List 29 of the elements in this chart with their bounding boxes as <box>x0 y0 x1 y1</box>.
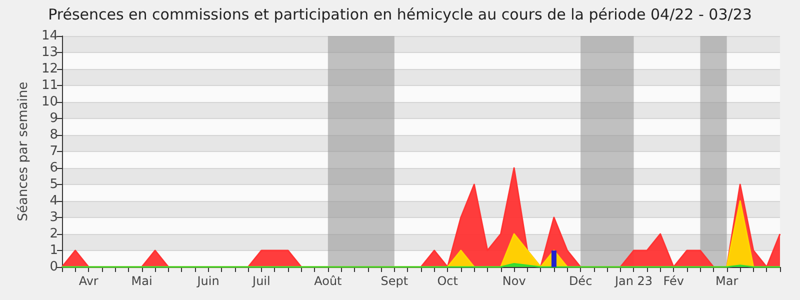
x-tick-label: Nov <box>502 274 526 288</box>
chart-title: Présences en commissions et participation en hémicycle au cours de la période 04/22 - 03/23 <box>48 6 752 24</box>
y-tick-label: 4 <box>50 194 58 208</box>
x-tick-label: Jan 23 <box>614 274 653 288</box>
y-tick-label: 10 <box>41 94 58 110</box>
x-tick-label: Août <box>314 274 342 288</box>
y-tick-label: 8 <box>50 128 58 142</box>
x-tick-label: Fév <box>663 274 684 288</box>
y-axis-title: Séances par semaine <box>16 82 31 222</box>
y-tick-label: 0 <box>50 260 58 274</box>
y-tick-label: 5 <box>50 177 58 192</box>
x-tick-label: Avr <box>78 274 98 288</box>
x-tick-label: Juin <box>196 274 220 288</box>
x-tick-label: Mai <box>131 274 152 288</box>
y-tick-label: 9 <box>50 111 58 126</box>
x-tick-label: Sept <box>380 274 408 288</box>
y-tick-label: 11 <box>41 78 58 93</box>
y-tick-label: 2 <box>50 226 58 242</box>
y-tick-label: 13 <box>41 45 58 60</box>
x-tick-label: Juil <box>252 274 270 288</box>
y-tick-label: 7 <box>50 144 58 159</box>
y-tick-label: 14 <box>41 28 58 44</box>
y-tick-label: 1 <box>50 243 58 258</box>
y-tick-label: 6 <box>50 160 58 176</box>
x-tick-label: Déc <box>568 274 592 288</box>
x-tick-label: Mar <box>715 274 738 288</box>
y-tick-label: 3 <box>50 210 58 225</box>
y-tick-label: 12 <box>41 62 58 76</box>
x-tick-label: Oct <box>437 274 458 288</box>
